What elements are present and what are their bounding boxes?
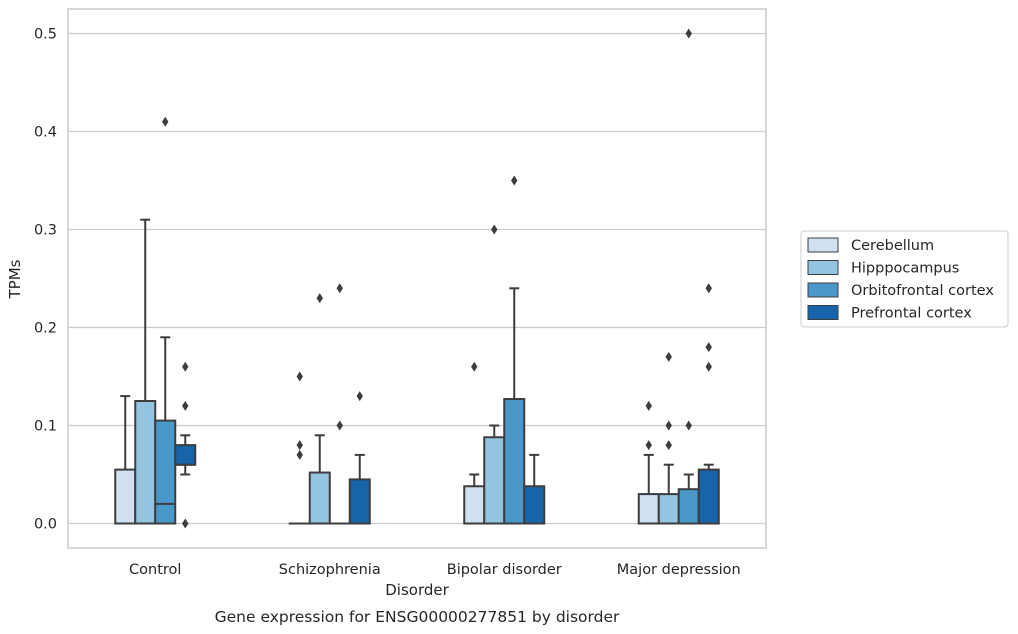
y-tick-label: 0.3 bbox=[34, 223, 57, 239]
outlier-point bbox=[336, 283, 343, 294]
box bbox=[657, 493, 680, 525]
outlier-point bbox=[336, 420, 343, 431]
box-group bbox=[483, 224, 506, 525]
outlier-point bbox=[685, 420, 692, 431]
y-tick-labels: 0.0 0.1 0.2 0.3 0.4 0.5 bbox=[34, 27, 57, 533]
x-tick-label: Major depression bbox=[617, 562, 741, 578]
outlier-point bbox=[296, 449, 303, 460]
outlier-point bbox=[182, 518, 189, 529]
legend-label: Orbitofrontal cortex bbox=[851, 283, 994, 299]
outlier-point bbox=[491, 224, 498, 235]
box-group bbox=[174, 361, 197, 529]
box bbox=[174, 444, 197, 466]
box-group bbox=[348, 391, 371, 525]
box bbox=[523, 485, 546, 525]
outlier-point bbox=[356, 391, 363, 402]
box-group bbox=[134, 218, 157, 525]
legend-frame bbox=[800, 230, 1009, 328]
x-tick-label: Schizophrenia bbox=[279, 562, 381, 578]
outlier-point bbox=[685, 28, 692, 39]
box bbox=[697, 468, 720, 525]
legend-swatch bbox=[807, 282, 839, 298]
box bbox=[637, 493, 660, 525]
legend-swatch bbox=[807, 305, 839, 320]
outlier-point bbox=[316, 293, 323, 304]
outlier-point bbox=[182, 400, 189, 411]
box-group bbox=[328, 283, 351, 525]
outlier-point bbox=[705, 342, 712, 353]
x-tick-labels: Control Schizophrenia Bipolar disorder Majo… bbox=[129, 562, 741, 578]
legend-label: Prefrontal cortex bbox=[851, 306, 972, 322]
box-group bbox=[154, 116, 177, 525]
box-group bbox=[288, 371, 311, 525]
x-axis-title: Disorder bbox=[385, 581, 449, 599]
box-group bbox=[637, 400, 660, 525]
box-layer bbox=[114, 28, 720, 529]
outlier-point bbox=[645, 400, 652, 411]
outlier-point bbox=[665, 420, 672, 431]
legend-swatch bbox=[807, 237, 839, 253]
box bbox=[677, 488, 700, 525]
box bbox=[348, 478, 371, 525]
legend-label: Hipppocampus bbox=[851, 261, 959, 277]
box-group bbox=[697, 283, 720, 525]
outlier-point bbox=[296, 440, 303, 451]
y-tick-label: 0.4 bbox=[34, 125, 57, 141]
box-group bbox=[463, 361, 486, 525]
y-tick-label: 0.5 bbox=[34, 27, 57, 43]
outlier-point bbox=[705, 283, 712, 294]
legend-swatch bbox=[807, 260, 839, 275]
box-group bbox=[523, 453, 546, 525]
outlier-point bbox=[665, 351, 672, 362]
x-tick-label: Bipolar disorder bbox=[447, 562, 562, 578]
box-group bbox=[308, 293, 331, 525]
plot-frame bbox=[67, 8, 767, 549]
y-tick-label: 0.2 bbox=[34, 321, 57, 337]
outlier-point bbox=[471, 361, 478, 372]
box-group bbox=[114, 395, 137, 525]
box-group bbox=[677, 28, 700, 525]
outlier-point bbox=[182, 361, 189, 372]
legend-label: Cerebellum bbox=[851, 238, 934, 254]
x-tick-label: Control bbox=[129, 562, 181, 578]
box-group bbox=[657, 351, 680, 525]
outlier-point bbox=[645, 440, 652, 451]
caption: Gene expression for ENSG00000277851 by d… bbox=[215, 608, 620, 626]
y-tick-label: 0.1 bbox=[34, 419, 57, 435]
outlier-point bbox=[511, 175, 518, 186]
box bbox=[503, 398, 526, 525]
box bbox=[463, 485, 486, 525]
outlier-point bbox=[162, 116, 169, 127]
box bbox=[308, 471, 331, 525]
outlier-point bbox=[665, 440, 672, 451]
box bbox=[134, 400, 157, 525]
box bbox=[483, 436, 506, 525]
outlier-point bbox=[705, 361, 712, 372]
box bbox=[154, 419, 177, 525]
box-group bbox=[503, 175, 526, 525]
y-axis-title: TPMs bbox=[6, 259, 24, 299]
outlier-point bbox=[296, 371, 303, 382]
y-tick-label: 0.0 bbox=[34, 517, 57, 533]
legend: Cerebellum Hipppocampus Orbitofrontal cort… bbox=[800, 230, 1009, 328]
box bbox=[114, 468, 137, 525]
